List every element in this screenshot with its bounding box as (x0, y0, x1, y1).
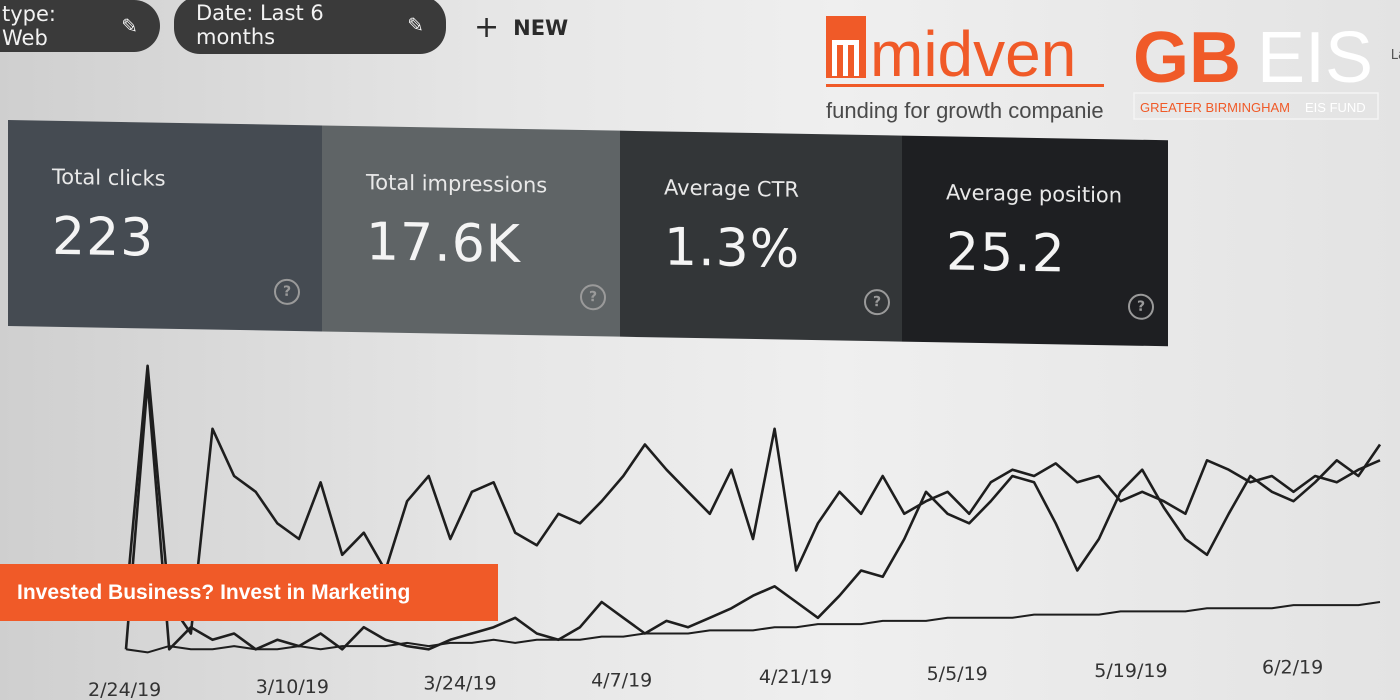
metric-label: Average position (946, 180, 1123, 208)
help-icon[interactable]: ? (580, 283, 606, 311)
metric-label: Total impressions (366, 170, 548, 198)
metric-cards: Total clicks 223 ? Total impressions 17.… (8, 120, 1168, 347)
x-axis-tick-label: 6/2/19 (1262, 657, 1323, 679)
midven-logo: midven funding for growth companies (826, 16, 1104, 123)
metric-label: Total clicks (52, 164, 166, 191)
promo-banner: Invested Business? Invest in Marketing (0, 564, 498, 621)
metric-card-average-position[interactable]: Average position 25.2 ? (902, 135, 1168, 347)
gb-eis-logo: GB EIS GREATER BIRMINGHAM EIS FUND (1133, 18, 1379, 120)
x-axis-tick-label: 4/21/19 (759, 666, 832, 688)
pencil-icon[interactable]: ✎ (121, 14, 138, 38)
midven-tagline: funding for growth companies (826, 98, 1104, 123)
performance-chart-svg: 2/24/19 3/10/19 3/24/19 4/7/19 4/21/19 5/5/19… (88, 364, 1382, 700)
gb-eis-wordmark-gb: GB (1133, 18, 1241, 98)
metric-card-average-ctr[interactable]: Average CTR 1.3% ? (620, 130, 902, 342)
plus-icon: + (474, 10, 500, 45)
x-axis-tick-label: 5/5/19 (927, 663, 988, 685)
date-filter-chip[interactable]: Date: Last 6 months ✎ (174, 0, 446, 54)
gb-eis-wordmark-eis: EIS (1257, 18, 1373, 98)
gb-eis-sub-left: GREATER BIRMINGHAM (1140, 100, 1290, 115)
metric-value: 223 (52, 206, 155, 269)
help-icon[interactable]: ? (274, 278, 300, 306)
search-type-filter-label: type: Web (2, 2, 56, 50)
truncated-edge-text: La (1390, 48, 1400, 63)
performance-chart: 2/24/19 3/10/19 3/24/19 4/7/19 4/21/19 5/5/19… (0, 330, 1400, 700)
x-axis-tick-label: 3/24/19 (423, 673, 496, 695)
chart-series-line (125, 601, 1381, 654)
new-filter-label: NEW (513, 15, 569, 40)
metric-card-total-clicks[interactable]: Total clicks 223 ? (8, 120, 322, 332)
new-filter-button[interactable]: + NEW (474, 10, 568, 45)
chart-series-line (124, 364, 1381, 635)
filter-bar: type: Web ✎ Date: Last 6 months ✎ + NEW … (0, 0, 1400, 80)
metric-value: 17.6K (366, 212, 521, 275)
metric-card-total-impressions[interactable]: Total impressions 17.6K ? (322, 125, 620, 337)
metric-value: 1.3% (664, 217, 801, 280)
help-icon[interactable]: ? (1128, 293, 1154, 321)
help-icon[interactable]: ? (864, 288, 890, 316)
midven-wordmark: midven (870, 18, 1076, 90)
x-axis-tick-label: 5/19/19 (1094, 660, 1167, 682)
gb-eis-sub-right: EIS FUND (1305, 100, 1366, 115)
date-filter-label: Date: Last 6 months (196, 1, 324, 49)
x-axis-tick-label: 4/7/19 (591, 669, 652, 691)
promo-banner-text: Invested Business? Invest in Marketing (17, 580, 411, 604)
metric-value: 25.2 (946, 222, 1066, 285)
x-axis-tick-label: 2/24/19 (88, 679, 161, 700)
x-axis-tick-label: 3/10/19 (256, 676, 329, 698)
metric-label: Average CTR (664, 175, 799, 202)
search-type-filter-chip[interactable]: type: Web ✎ (0, 0, 160, 52)
chart-series-line (124, 380, 1382, 651)
pencil-icon[interactable]: ✎ (407, 13, 424, 37)
